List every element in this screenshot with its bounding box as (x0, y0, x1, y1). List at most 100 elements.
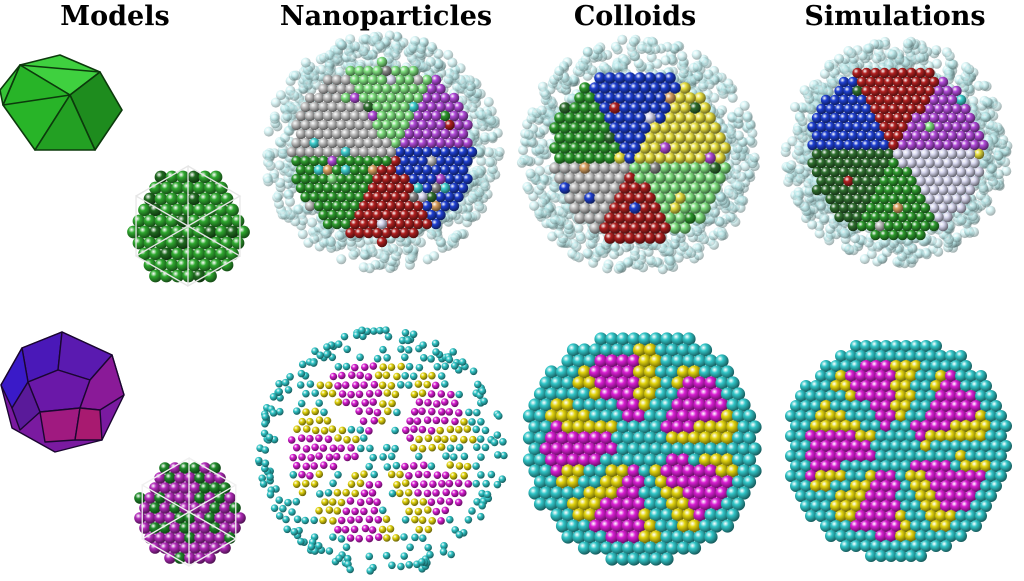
particle (478, 387, 487, 395)
particle (383, 354, 391, 362)
particle (616, 332, 630, 346)
particle (671, 464, 685, 478)
particle (687, 519, 702, 533)
particle (300, 173, 311, 185)
particle (928, 184, 940, 196)
particle (423, 470, 431, 479)
particle (315, 416, 324, 424)
particle (360, 489, 369, 498)
particle (171, 181, 184, 195)
particle (468, 507, 476, 515)
particle (619, 202, 631, 214)
particle (880, 420, 892, 432)
particle (890, 400, 902, 412)
particle (840, 500, 852, 512)
particle (614, 172, 626, 184)
particle (816, 103, 827, 115)
particle (900, 540, 912, 552)
particle (820, 184, 832, 196)
particle (829, 184, 841, 196)
particle (624, 192, 636, 204)
particle (329, 479, 337, 488)
colloid-shell-pattern (522, 332, 762, 566)
particle (910, 76, 922, 88)
particle (458, 358, 467, 366)
particle (447, 209, 458, 220)
particle (840, 228, 850, 239)
particle (694, 152, 706, 164)
particle (214, 512, 226, 524)
particle (825, 175, 836, 187)
particle (676, 387, 691, 401)
simulation-domains (780, 36, 1013, 269)
particle (885, 390, 897, 402)
particle (451, 417, 459, 426)
particle (742, 409, 757, 423)
particle (544, 387, 559, 401)
particle (950, 500, 962, 512)
particle (398, 336, 407, 345)
particle (629, 122, 641, 134)
particle (577, 365, 592, 379)
particle (945, 450, 957, 462)
particle (436, 237, 447, 248)
particle (715, 508, 729, 522)
particle (865, 550, 877, 562)
particle (441, 471, 450, 480)
particle (410, 425, 418, 433)
particle (985, 410, 997, 422)
particle (370, 380, 379, 389)
particle (632, 475, 647, 489)
particle (906, 211, 917, 223)
particle (910, 94, 922, 106)
particle (494, 147, 505, 157)
particle (981, 197, 992, 208)
particle (334, 340, 343, 348)
particle (381, 101, 392, 113)
particle (942, 139, 953, 151)
particle (554, 132, 566, 144)
particle (960, 175, 971, 187)
particle (204, 181, 217, 195)
particle (298, 470, 306, 479)
particle (345, 173, 356, 185)
particle (599, 365, 614, 379)
particle (888, 211, 899, 223)
particle (346, 52, 357, 63)
particle (843, 85, 854, 97)
particle (605, 376, 619, 390)
particle (588, 519, 603, 533)
particle (588, 453, 603, 467)
particle (554, 112, 566, 124)
particle (955, 490, 967, 502)
particle (358, 110, 370, 122)
particle (811, 112, 823, 124)
particle (179, 522, 191, 534)
particle (945, 350, 957, 362)
particle (269, 113, 280, 124)
particle (439, 92, 451, 104)
particle (318, 173, 329, 185)
particle (783, 176, 794, 187)
particle (610, 475, 625, 489)
particle (895, 390, 907, 402)
particle (892, 184, 904, 196)
particle (990, 460, 1002, 472)
particle (965, 410, 977, 422)
particle (421, 218, 433, 230)
particle (400, 533, 408, 541)
particle (985, 205, 996, 216)
particle (840, 540, 852, 552)
particle (643, 387, 658, 401)
particle (209, 482, 221, 494)
particle (665, 343, 680, 357)
particle (438, 408, 446, 416)
particle (226, 225, 239, 239)
particle (500, 451, 508, 460)
particle (629, 102, 641, 114)
particle (311, 79, 321, 90)
particle (589, 202, 601, 214)
particle (910, 112, 922, 124)
particle (880, 440, 892, 452)
particle (334, 525, 342, 534)
